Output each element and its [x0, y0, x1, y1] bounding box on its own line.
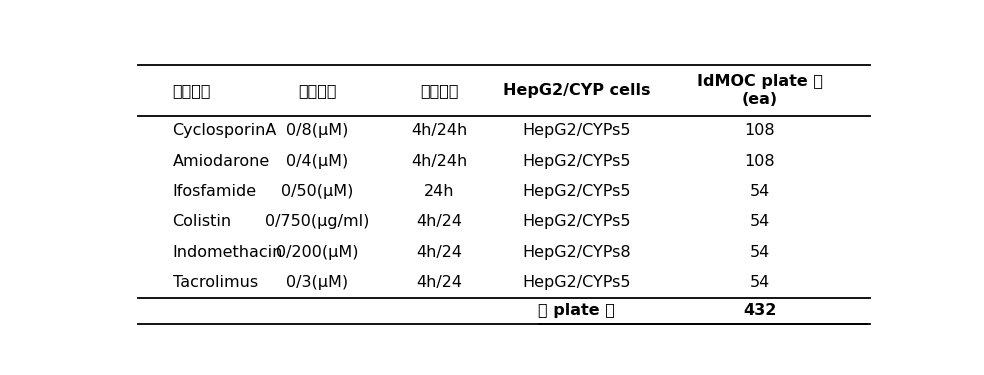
Text: HepG2/CYPs8: HepG2/CYPs8: [523, 244, 631, 260]
Text: 54: 54: [750, 214, 769, 230]
Text: 0/750(μg/ml): 0/750(μg/ml): [266, 214, 370, 230]
Text: 4h/24h: 4h/24h: [411, 123, 467, 138]
Text: 처리시간: 처리시간: [420, 83, 459, 98]
Text: 54: 54: [750, 184, 769, 199]
Text: 0/200(μM): 0/200(μM): [277, 244, 359, 260]
Text: HepG2/CYPs5: HepG2/CYPs5: [523, 275, 631, 290]
Text: 처리물질: 처리물질: [172, 83, 212, 98]
Text: Ifosfamide: Ifosfamide: [172, 184, 257, 199]
Text: 0/4(μM): 0/4(μM): [286, 154, 348, 169]
Text: 0/8(μM): 0/8(μM): [286, 123, 348, 138]
Text: HepG2/CYPs5: HepG2/CYPs5: [523, 184, 631, 199]
Text: HepG2/CYPs5: HepG2/CYPs5: [523, 214, 631, 230]
Text: Colistin: Colistin: [172, 214, 231, 230]
Text: 108: 108: [745, 123, 775, 138]
Text: Indomethacin: Indomethacin: [172, 244, 283, 260]
Text: Tacrolimus: Tacrolimus: [172, 275, 258, 290]
Text: 108: 108: [745, 154, 775, 169]
Text: HepG2/CYPs5: HepG2/CYPs5: [523, 123, 631, 138]
Text: 0/50(μM): 0/50(μM): [281, 184, 353, 199]
Text: 총 plate 수: 총 plate 수: [538, 303, 615, 318]
Text: HepG2/CYPs5: HepG2/CYPs5: [523, 154, 631, 169]
Text: 54: 54: [750, 275, 769, 290]
Text: 4h/24: 4h/24: [416, 214, 462, 230]
Text: 4h/24h: 4h/24h: [411, 154, 467, 169]
Text: Amiodarone: Amiodarone: [172, 154, 270, 169]
Text: IdMOC plate 수
(ea): IdMOC plate 수 (ea): [697, 74, 823, 106]
Text: HepG2/CYP cells: HepG2/CYP cells: [503, 83, 650, 98]
Text: 432: 432: [743, 303, 776, 318]
Text: 처리농도: 처리농도: [298, 83, 337, 98]
Text: 4h/24: 4h/24: [416, 244, 462, 260]
Text: 54: 54: [750, 244, 769, 260]
Text: 4h/24: 4h/24: [416, 275, 462, 290]
Text: 24h: 24h: [424, 184, 455, 199]
Text: CyclosporinA: CyclosporinA: [172, 123, 277, 138]
Text: 0/3(μM): 0/3(μM): [286, 275, 348, 290]
